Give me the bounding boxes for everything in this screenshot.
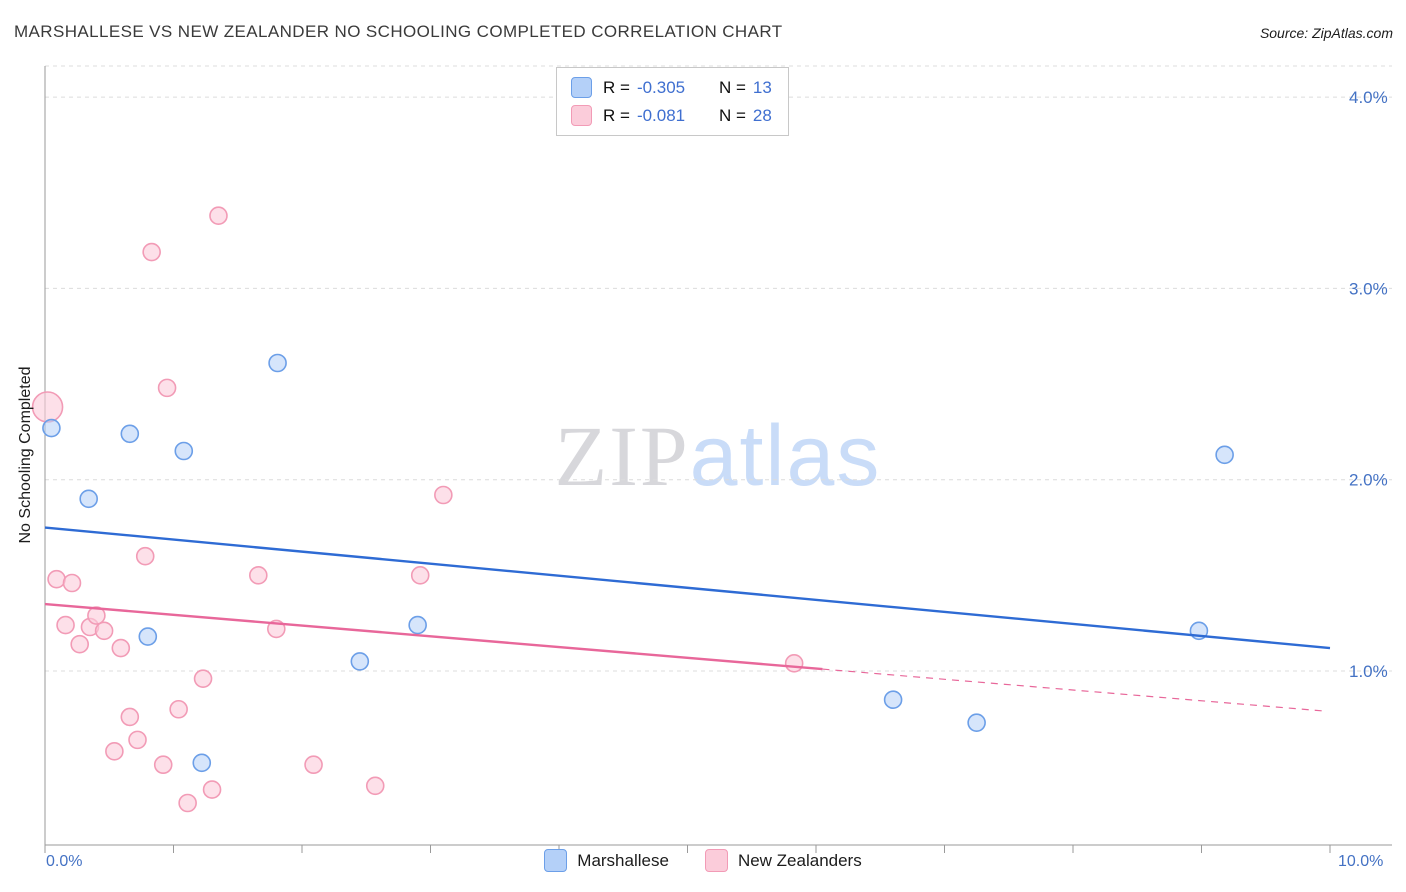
marshallese-point[interactable] [967,713,986,732]
new-zealander-point[interactable] [202,780,222,799]
marshallese-point[interactable] [138,627,158,646]
n-label: N = [718,105,746,125]
marshallese-point[interactable] [268,353,287,373]
r-value-marshallese: -0.305 [636,77,686,97]
new-zealander-point[interactable] [62,573,82,593]
legend-row-new-zealanders: R = -0.081 N = 28 [571,105,772,126]
marshallese-trend-line [44,526,1331,650]
new-zealander-point[interactable] [209,206,228,226]
marshallese-point[interactable] [1215,445,1234,465]
y-tick-label: 1.0% [1349,662,1388,681]
r-label: R = [603,77,630,97]
new-zealander-point[interactable] [31,391,64,423]
new-zealander-point[interactable] [111,638,131,658]
new-zealander-point[interactable] [784,654,804,673]
series-legend-item-new-zealanders: New Zealanders [704,849,862,872]
marshallese-point[interactable] [120,424,140,444]
n-value-new-zealanders: 28 [752,105,772,125]
new-zealander-point[interactable] [169,699,188,719]
r-label: R = [603,105,630,125]
new-zealanders-trend-line [44,602,823,671]
new-zealander-point[interactable] [434,485,453,505]
new-zealander-point[interactable] [193,669,213,688]
new-zealander-point[interactable] [94,621,114,641]
legend-row-marshallese: R = -0.305 N = 13 [571,77,772,98]
new-zealander-point[interactable] [128,730,147,750]
marshallese-swatch [571,77,592,98]
new-zealander-point[interactable] [56,615,75,635]
source-label: Source: ZipAtlas.com [1259,25,1393,41]
chart-title: MARSHALLESE VS NEW ZEALANDER NO SCHOOLIN… [14,22,783,41]
marshallese-legend-swatch [544,849,568,872]
marshallese-point[interactable] [192,753,212,773]
x-tick-label-min: 0.0% [46,853,83,870]
x-tick-label-max: 10.0% [1338,853,1384,870]
new-zealander-point[interactable] [142,242,161,262]
watermark-atlas: atlas [689,408,882,504]
new-zealanders-legend-label: New Zealanders [737,850,862,870]
marshallese-point[interactable] [79,489,98,509]
y-tick-label: 3.0% [1349,279,1388,298]
new-zealanders-swatch [571,105,592,126]
new-zealander-point[interactable] [120,707,140,727]
n-label: N = [718,77,746,97]
marshallese-point[interactable] [42,418,61,438]
watermark-zip: ZIP [554,408,690,504]
correlation-legend: R = -0.305 N = 13 R = -0.081 N = 28 [556,67,789,136]
new-zealander-point[interactable] [153,755,173,775]
new-zealander-point[interactable] [87,606,106,625]
marshallese-point[interactable] [350,652,370,671]
new-zealander-point[interactable] [70,634,89,654]
n-value-marshallese: 13 [752,77,772,97]
new-zealander-point[interactable] [365,776,385,796]
new-zealander-point[interactable] [47,569,66,589]
series-legend-item-marshallese: Marshallese [544,849,669,872]
y-axis-title: No Schooling Completed [17,366,34,544]
new-zealanders-trend-line [822,668,1327,712]
new-zealander-point[interactable] [157,378,177,398]
new-zealander-point[interactable] [304,755,323,775]
marshallese-point[interactable] [174,441,194,461]
new-zealander-point[interactable] [135,546,155,566]
series-legend: Marshallese New Zealanders [0,849,1406,872]
new-zealanders-legend-swatch [704,849,728,872]
new-zealander-point[interactable] [410,566,430,585]
r-value-new-zealanders: -0.081 [636,105,686,125]
new-zealander-point[interactable] [105,742,124,761]
marshallese-legend-label: Marshallese [577,850,669,870]
marshallese-point[interactable] [883,690,903,709]
y-tick-label: 4.0% [1349,88,1388,107]
y-tick-label: 2.0% [1349,471,1388,490]
watermark: ZIPatlas [555,406,882,506]
new-zealander-point[interactable] [178,793,197,813]
marshallese-point[interactable] [408,615,427,635]
new-zealander-point[interactable] [249,566,268,585]
